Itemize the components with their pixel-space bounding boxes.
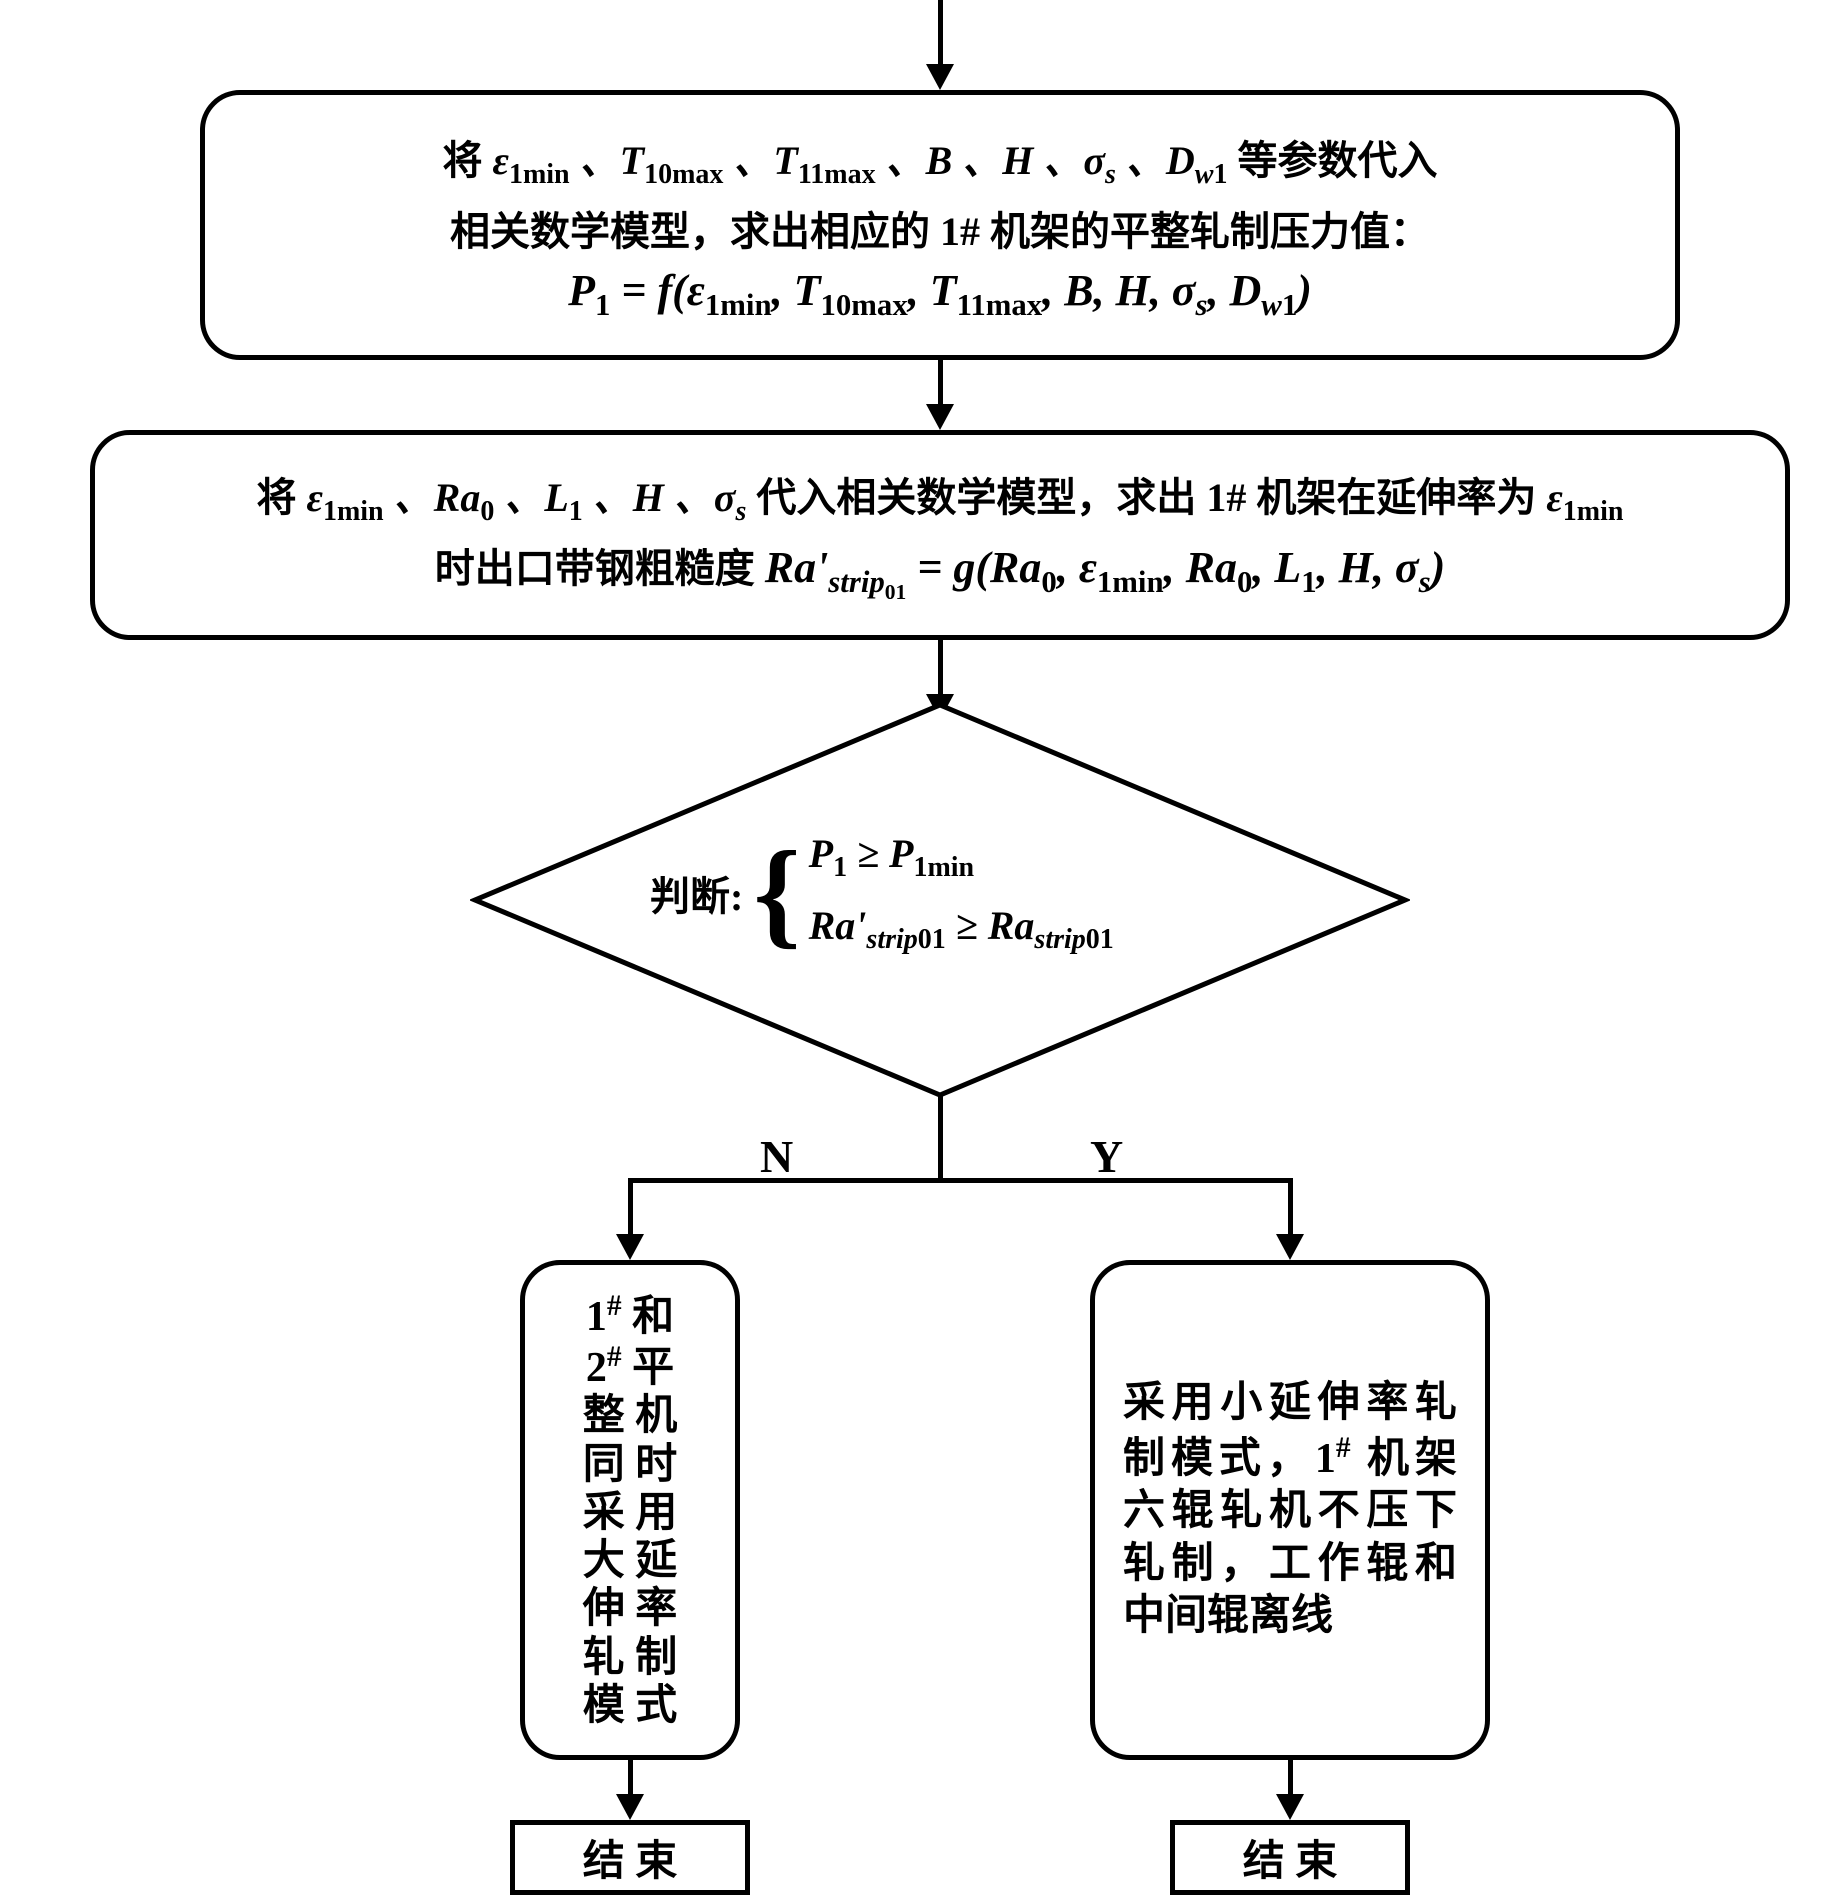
arrow-split-boxY [1276,1234,1304,1260]
flowchart-canvas: 将 ε1min 、T10max 、T11max 、B 、H 、σs 、Dw1 等… [0,0,1844,1897]
outcome-box-yes: 采用小延伸率轧制模式，1# 机架六辊轧机不压下轧制，工作辊和中间辊离线 [1090,1260,1490,1760]
arrow-box1-box2 [926,404,954,430]
terminator-no: 结 束 [510,1820,750,1895]
edge-split-boxN [628,1178,633,1240]
arrow-split-boxN [616,1234,644,1260]
edge-box1-box2 [938,360,943,410]
outcome-yes-text: 采用小延伸率轧制模式，1# 机架六辊轧机不压下轧制，工作辊和中间辊离线 [1123,1377,1457,1643]
decision-cond2: Ra'strip01 ≥ Rastrip01 [809,902,1114,956]
box2-line1-params: ε1min 、Ra0 、L1 、H 、σs [307,475,757,520]
terminator-yes-text: 结 束 [1243,1827,1338,1888]
branch-label-no: N [760,1130,793,1183]
box2-line1-mid: 代入相关数学模型，求出 1# 机架在延伸率为 [756,475,1536,520]
branch-label-yes: Y [1090,1130,1123,1183]
decision-cond1: P1 ≥ P1min [809,830,1114,884]
edge-top-box1 [938,0,943,70]
outcome-box-no: 1# 和2# 平整 机同 时采 用大 延伸 率轧 制模 式 [520,1260,740,1760]
decision-content: 判断: { P1 ≥ P1min Ra'strip01 ≥ Rastrip01 [650,830,1290,956]
box1-line1: 将 ε1min 、T10max 、T11max 、B 、H 、σs 、Dw1 等… [443,128,1438,191]
decision-conds: P1 ≥ P1min Ra'strip01 ≥ Rastrip01 [809,830,1114,956]
box2-line1-head: 将 [257,475,297,520]
terminator-no-text: 结 束 [583,1827,678,1888]
brace-icon: { [753,833,800,953]
terminator-yes: 结 束 [1170,1820,1410,1895]
process-box-2: 将 ε1min 、Ra0 、L1 、H 、σs 代入相关数学模型，求出 1# 机… [90,430,1790,640]
decision-label: 判断: [650,864,743,922]
box2-line2-formula: Ra'strip01 = g(Ra0, ε1min, Ra0, L1, H, σ… [765,543,1446,592]
box1-line1-head: 将 [443,138,483,183]
box2-line1-tailparam: ε1min [1546,475,1623,520]
edge-split-horizontal [628,1178,1293,1183]
box1-line1-params: ε1min 、T10max 、T11max 、B 、H 、σs 、Dw1 [493,138,1238,183]
box1-line1-tail: 等参数代入 [1237,138,1437,183]
arrow-boxY-endY [1276,1794,1304,1820]
box1-line2: 相关数学模型，求出相应的 1# 机架的平整轧制压力值： [450,199,1430,257]
outcome-no-text: 1# 和2# 平整 机同 时采 用大 延伸 率轧 制模 式 [583,1290,678,1731]
box2-line2: 时出口带钢粗糙度 Ra'strip01 = g(Ra0, ε1min, Ra0,… [435,536,1446,605]
box1-line3-formula: P1 = f(ε1min, T10max, T11max, B, H, σs, … [568,265,1312,323]
edge-box2-decision [938,640,943,700]
box2-line2-head: 时出口带钢粗糙度 [435,546,755,591]
process-box-1: 将 ε1min 、T10max 、T11max 、B 、H 、σs 、Dw1 等… [200,90,1680,360]
arrow-top-box1 [926,64,954,90]
edge-split-boxY [1288,1178,1293,1240]
arrow-boxN-endN [616,1794,644,1820]
box2-line1: 将 ε1min 、Ra0 、L1 、H 、σs 代入相关数学模型，求出 1# 机… [257,465,1624,528]
